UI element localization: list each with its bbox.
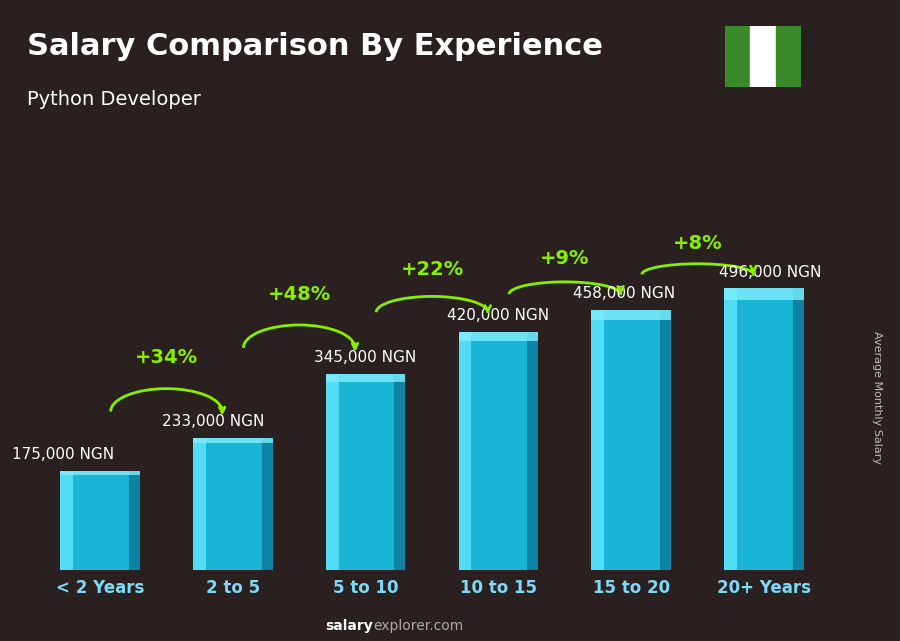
Bar [193,438,273,444]
Text: +22%: +22% [400,260,464,279]
Text: Python Developer: Python Developer [27,90,201,109]
Bar [591,310,604,570]
Bar [776,26,801,87]
Bar [724,288,804,300]
Bar [459,331,538,570]
Bar [724,288,804,570]
Text: +9%: +9% [540,249,590,268]
Text: Salary Comparison By Experience: Salary Comparison By Experience [27,32,603,61]
Bar [326,374,405,570]
Bar [193,438,273,570]
Text: 175,000 NGN: 175,000 NGN [12,447,114,462]
Bar [591,310,671,570]
Bar [326,374,405,382]
Bar [724,288,737,570]
Text: 458,000 NGN: 458,000 NGN [573,287,676,301]
Text: 345,000 NGN: 345,000 NGN [314,351,417,365]
Bar [262,438,273,570]
Bar [793,288,804,570]
Text: salary: salary [326,619,374,633]
Bar [394,374,405,570]
Bar [129,471,140,570]
Bar [326,374,338,570]
Text: +8%: +8% [673,234,723,253]
Text: 233,000 NGN: 233,000 NGN [162,414,264,429]
Bar [724,26,750,87]
Text: +48%: +48% [267,285,331,304]
Bar [527,331,538,570]
Text: explorer.com: explorer.com [374,619,464,633]
Bar [459,331,472,570]
Text: Average Monthly Salary: Average Monthly Salary [872,331,883,464]
Bar [591,310,671,320]
Bar [193,438,206,570]
Bar [60,471,140,475]
Bar [750,26,776,87]
Bar [60,471,73,570]
Text: 420,000 NGN: 420,000 NGN [447,308,550,323]
Bar [60,471,140,570]
Text: 496,000 NGN: 496,000 NGN [719,265,822,279]
Text: +34%: +34% [135,349,198,367]
Bar [660,310,671,570]
Bar [459,331,538,341]
